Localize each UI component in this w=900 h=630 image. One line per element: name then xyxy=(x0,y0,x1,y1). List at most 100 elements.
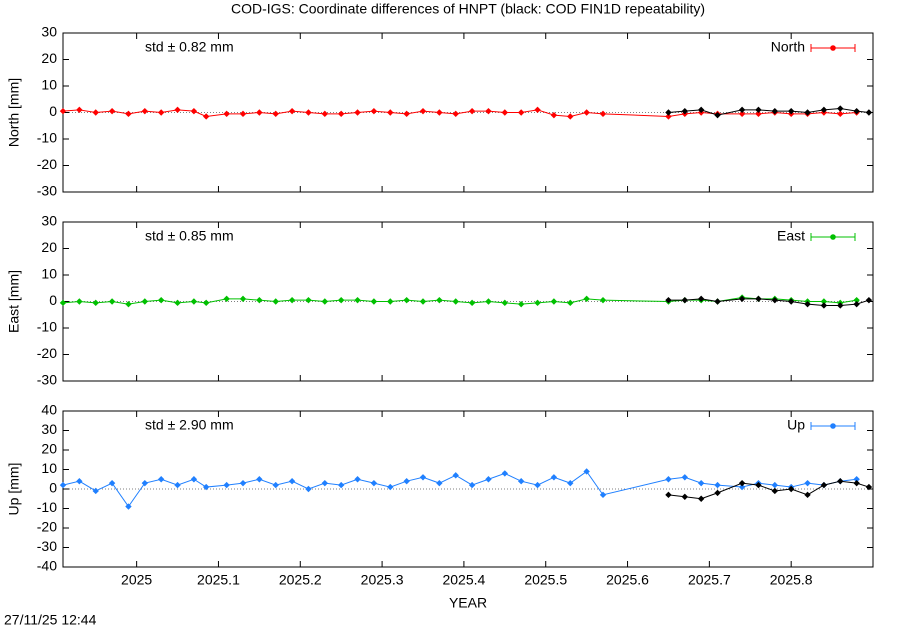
data-point xyxy=(485,298,492,305)
data-point xyxy=(202,113,210,120)
x-tick-label: 2025.7 xyxy=(688,572,731,588)
data-point xyxy=(337,110,345,118)
y-tick-label: -30 xyxy=(37,183,57,199)
data-point xyxy=(755,110,762,118)
data-point xyxy=(354,109,361,116)
data-point xyxy=(419,474,427,481)
data-point xyxy=(820,298,828,305)
data-point xyxy=(403,110,410,118)
data-point xyxy=(853,107,860,115)
x-tick-label: 2025.5 xyxy=(524,572,567,588)
data-point xyxy=(125,110,132,118)
data-point xyxy=(272,298,279,305)
series-line xyxy=(62,297,857,305)
data-point xyxy=(239,295,247,303)
data-point xyxy=(681,493,689,500)
data-point xyxy=(714,481,721,489)
data-point xyxy=(738,110,746,118)
data-point xyxy=(697,495,705,502)
data-point xyxy=(354,296,361,304)
data-point xyxy=(239,110,247,118)
data-point xyxy=(190,107,198,115)
data-point xyxy=(202,299,210,307)
legend-swatch xyxy=(830,234,836,240)
annotation: std ± 0.82 mm xyxy=(145,39,234,55)
data-point xyxy=(256,109,263,116)
data-point xyxy=(804,479,811,487)
data-point xyxy=(76,106,83,114)
y-tick-label: 0 xyxy=(49,292,57,308)
data-point xyxy=(738,479,746,487)
y-tick-label: 30 xyxy=(41,24,57,40)
data-point xyxy=(787,485,795,493)
legend-label: Up xyxy=(787,417,805,433)
data-point xyxy=(738,106,746,114)
data-point xyxy=(125,503,132,510)
data-point xyxy=(681,107,689,115)
data-point xyxy=(272,481,279,489)
data-point xyxy=(665,113,672,120)
data-point xyxy=(534,299,541,307)
data-point xyxy=(738,483,746,491)
data-point xyxy=(787,298,795,305)
y-tick-label: -10 xyxy=(37,130,57,146)
data-point xyxy=(468,299,476,307)
y-tick-label: -20 xyxy=(37,519,57,535)
data-point xyxy=(804,491,811,499)
data-point xyxy=(59,481,67,489)
data-point xyxy=(714,298,721,305)
data-point xyxy=(76,478,83,485)
data-point xyxy=(771,487,779,495)
data-point xyxy=(141,298,149,305)
timestamp: 27/11/25 12:44 xyxy=(4,612,97,628)
data-point xyxy=(436,479,443,487)
y-tick-label: 20 xyxy=(41,50,57,66)
data-point xyxy=(665,491,672,499)
data-point xyxy=(681,474,689,481)
data-point xyxy=(738,295,746,303)
y-tick-label: -30 xyxy=(37,538,57,554)
data-point xyxy=(771,107,779,115)
data-point xyxy=(387,109,394,116)
data-point xyxy=(436,296,443,304)
data-point xyxy=(223,295,230,303)
data-point xyxy=(665,476,672,483)
data-point xyxy=(665,109,672,116)
data-point xyxy=(452,298,459,305)
data-point xyxy=(787,107,795,115)
data-point xyxy=(517,300,525,308)
data-point xyxy=(550,474,558,481)
data-point xyxy=(550,298,558,305)
data-point xyxy=(755,106,762,114)
data-point xyxy=(714,489,721,497)
data-point xyxy=(305,109,312,116)
data-point xyxy=(583,109,590,116)
y-tick-label: 30 xyxy=(41,213,57,229)
data-point xyxy=(321,298,329,305)
data-point xyxy=(202,483,210,491)
chart-title: COD-IGS: Coordinate differences of HNPT … xyxy=(231,1,705,17)
data-point xyxy=(567,479,574,487)
y-tick-label: 20 xyxy=(41,441,57,457)
x-tick-label: 2025.6 xyxy=(606,572,649,588)
data-point xyxy=(853,479,860,487)
annotation: std ± 2.90 mm xyxy=(145,417,234,433)
y-tick-label: 30 xyxy=(41,421,57,437)
data-point xyxy=(714,111,721,119)
data-point xyxy=(190,298,198,305)
data-point xyxy=(59,107,67,115)
y-tick-label: -20 xyxy=(37,156,57,172)
series-line xyxy=(62,109,857,117)
y-tick-label: 10 xyxy=(41,460,57,476)
data-point xyxy=(157,296,165,304)
y-tick-label: -10 xyxy=(37,319,57,335)
data-point xyxy=(550,111,558,119)
data-point xyxy=(853,296,860,304)
data-point xyxy=(567,113,574,120)
data-point xyxy=(354,476,361,483)
legend-swatch xyxy=(830,45,836,51)
data-point xyxy=(820,106,828,114)
data-point xyxy=(865,296,873,304)
y-axis-label: Up [mm] xyxy=(6,463,22,516)
